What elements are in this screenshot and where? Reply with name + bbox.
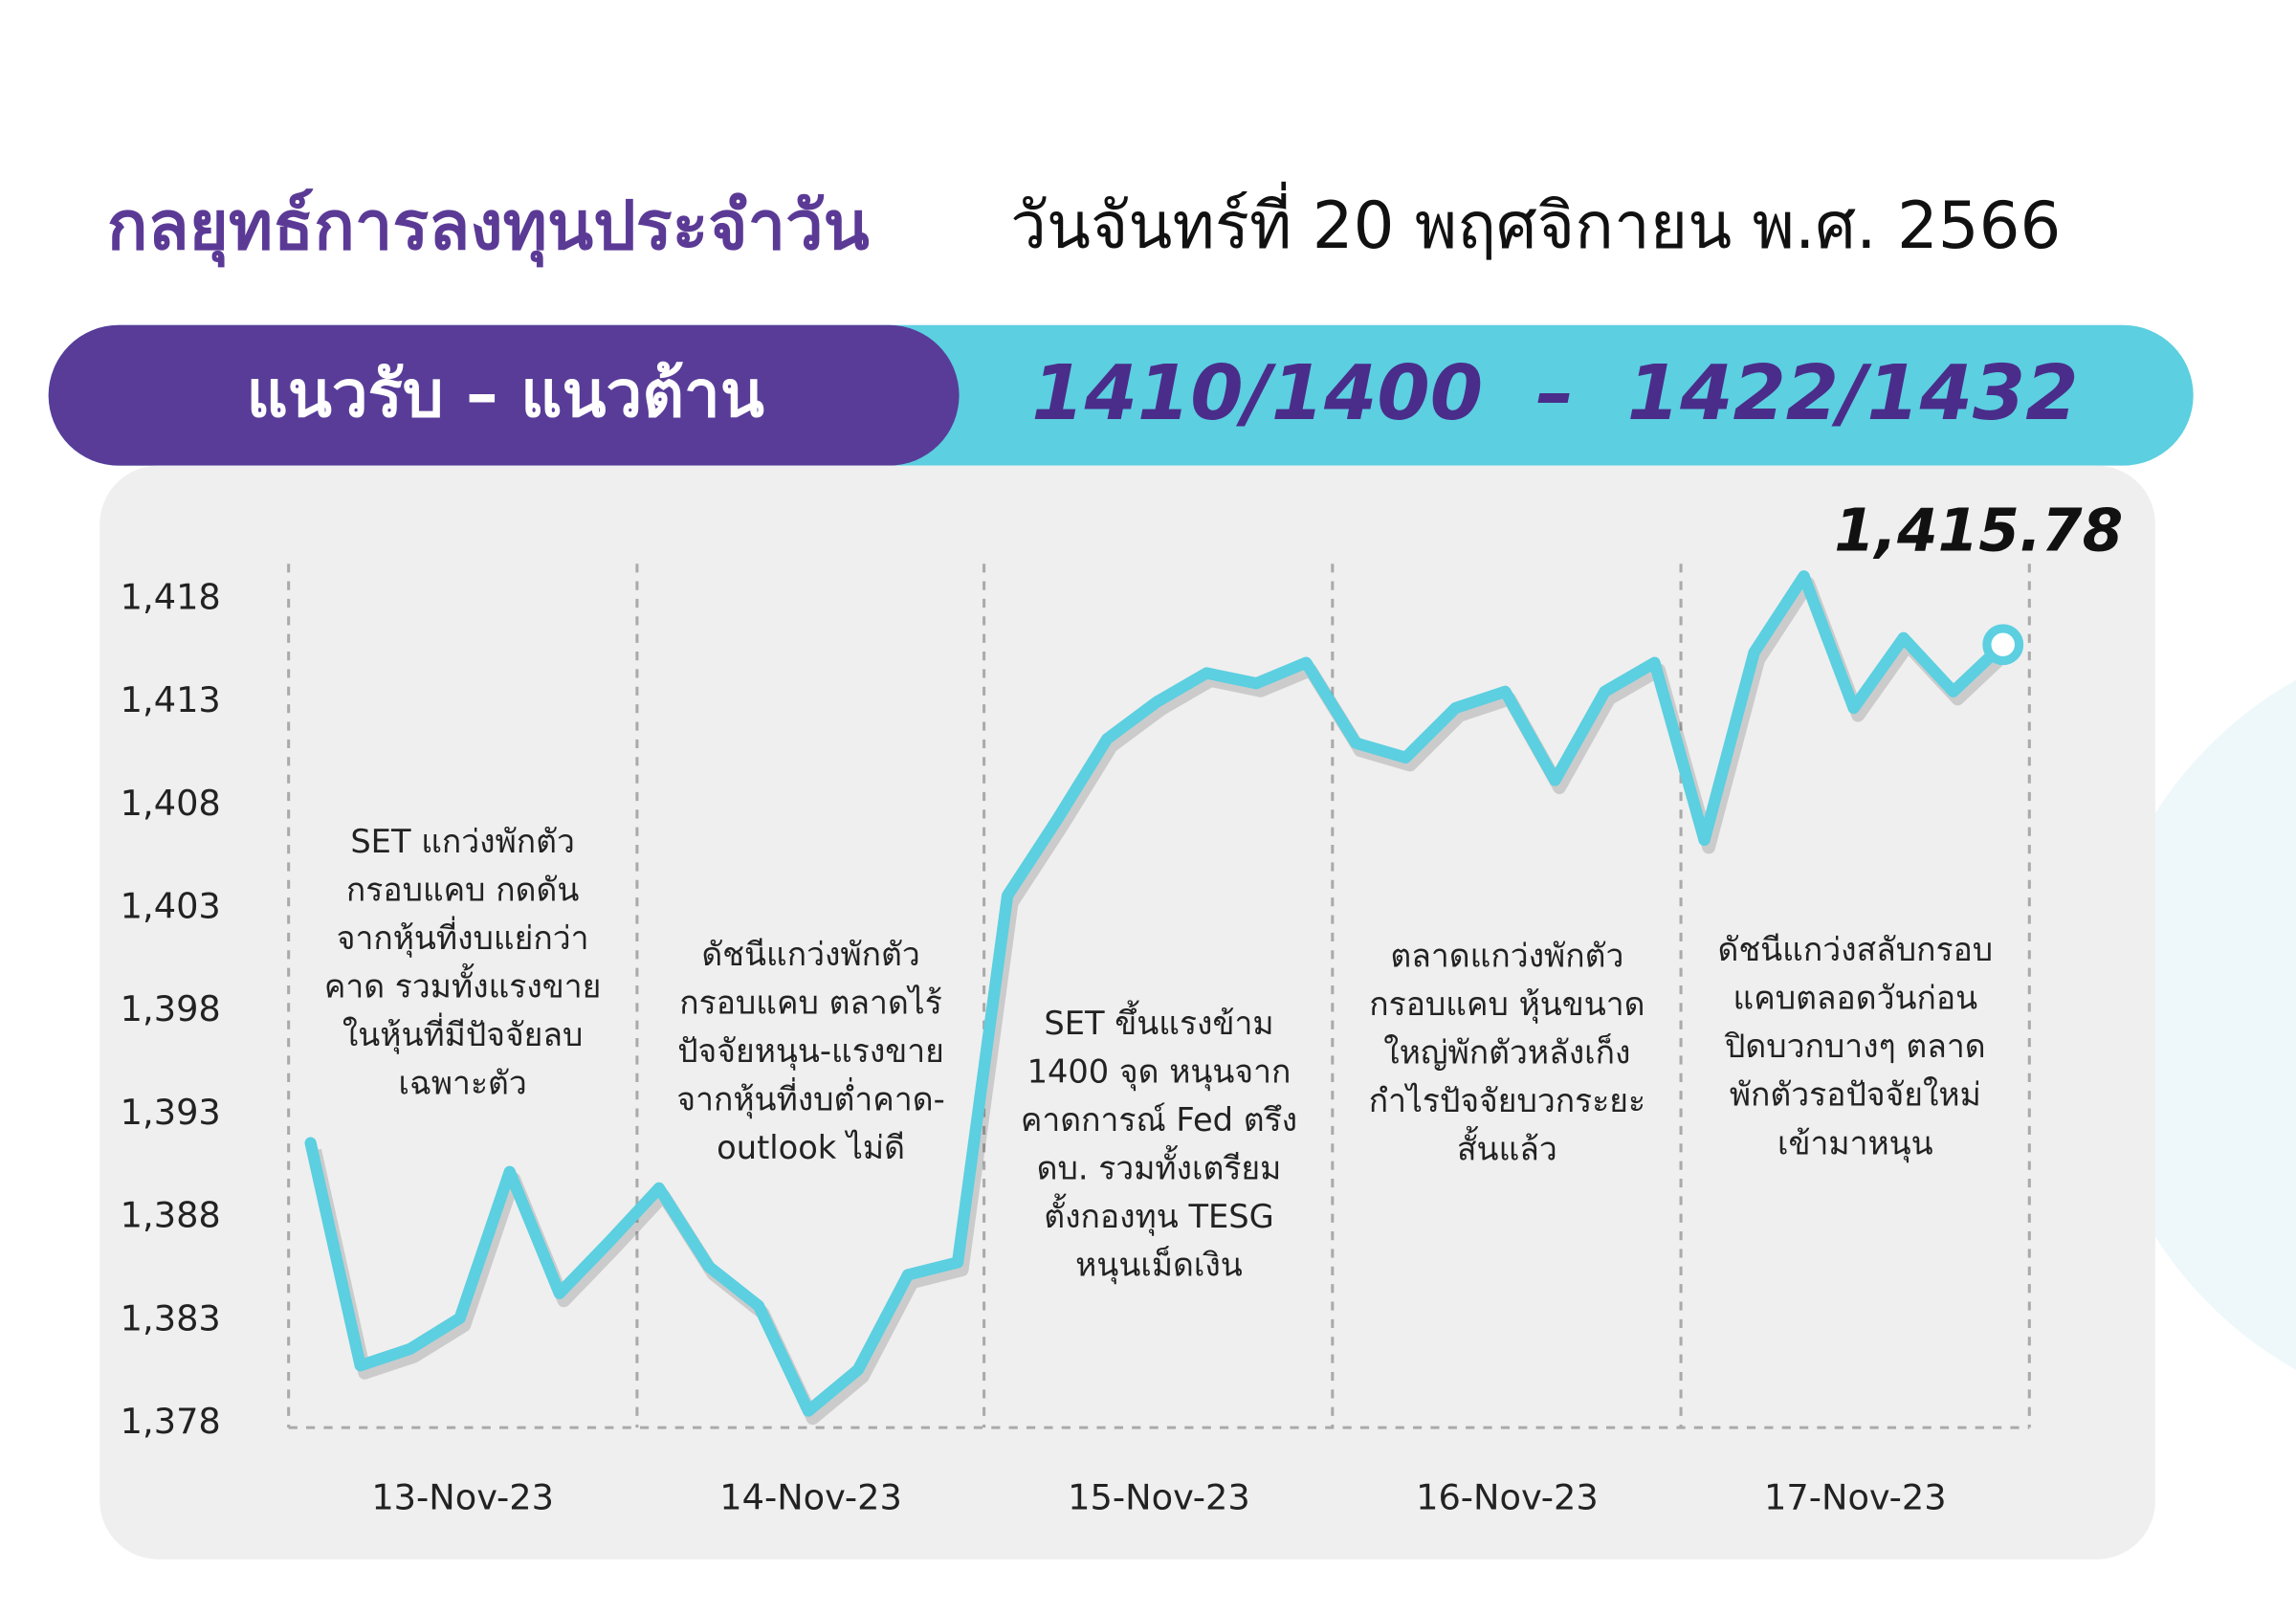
note-line: จากหุ้นที่งบแย่กว่า <box>337 916 589 958</box>
note-line: จากหุ้นที่งบต่ำคาด- <box>676 1076 944 1118</box>
note-line: ปัจจัยหนุน-แรงขาย <box>677 1032 944 1071</box>
y-tick-label: 1,393 <box>121 1092 221 1133</box>
x-tick-label: 17-Nov-23 <box>1764 1477 1947 1518</box>
note-line: ดบ. รวมทั้งเตรียม <box>1037 1144 1282 1186</box>
y-tick-label: 1,413 <box>121 679 221 720</box>
note-line: outlook ไม่ดี <box>717 1129 905 1166</box>
note-line: ปิดบวกบางๆ ตลาด <box>1724 1028 1985 1065</box>
line-shadow <box>308 576 2013 1426</box>
y-tick-label: 1,403 <box>121 886 221 927</box>
date: วันจันทร์ที่ 20 พฤศจิกายน พ.ศ. 2566 <box>1010 181 2061 263</box>
note-line: แคบตลอดวันก่อน <box>1733 980 1978 1017</box>
note-line: SET แกว่งพักตัว <box>350 823 575 860</box>
note-line: 1400 จุด หนุนจาก <box>1027 1052 1292 1091</box>
note-line: คาด รวมทั้งแรงขาย <box>324 963 602 1006</box>
x-tick-label: 13-Nov-23 <box>371 1477 554 1518</box>
last-point <box>1982 624 2024 666</box>
note-line: กรอบแคบ หุ้นขนาด <box>1369 985 1645 1024</box>
note-line: เข้ามาหนุน <box>1777 1124 1933 1162</box>
note-line: กรอบแคบ ตลาดไร้ <box>679 984 942 1021</box>
note-line: ดัชนีแกว่งสลับกรอบ <box>1717 931 1993 968</box>
y-tick-label: 1,398 <box>121 988 221 1029</box>
note-line: ในหุ้นที่มีปัจจัยลบ <box>342 1012 584 1054</box>
title: กลยุทธ์การลงทุนประจำวัน <box>107 187 870 268</box>
y-tick-label: 1,418 <box>121 576 221 617</box>
note-line: ใหญ่พักตัวหลังเก็ง <box>1383 1032 1630 1071</box>
x-tick-label: 16-Nov-23 <box>1416 1477 1599 1518</box>
x-tick-label: 14-Nov-23 <box>719 1477 902 1518</box>
x-tick-label: 15-Nov-23 <box>1068 1477 1250 1518</box>
note-line: กำไรปัจจัยบวกระยะ <box>1369 1082 1645 1119</box>
chart-bg <box>99 465 2155 1560</box>
y-tick-label: 1,378 <box>121 1401 221 1442</box>
note-line: หนุนเม็ดเงิน <box>1075 1245 1243 1284</box>
note-line: ตั้งกองทุน TESG <box>1044 1193 1273 1236</box>
note-line: ดัชนีแกว่งพักตัว <box>701 936 919 973</box>
note-line: ตลาดแกว่งพักตัว <box>1390 937 1623 974</box>
note-line: สั้นแล้ว <box>1457 1125 1557 1167</box>
note-line: พักตัวรอปัจจัยใหม่ <box>1730 1076 1981 1114</box>
y-tick-label: 1,388 <box>121 1195 221 1236</box>
value-label: 1,415.78 <box>1834 498 2123 565</box>
line <box>304 570 2009 1417</box>
band-levels: 1410/1400 – 1422/1432 <box>1031 348 2078 437</box>
note-line: SET ขึ้นแรงข้าม <box>1044 1000 1273 1042</box>
band-label: แนวรับ – แนวต้าน <box>246 357 763 431</box>
y-tick-label: 1,408 <box>121 783 221 824</box>
note-line: เฉพาะตัว <box>398 1065 526 1102</box>
y-tick-label: 1,383 <box>121 1297 221 1338</box>
band-label-bg <box>48 324 960 466</box>
note-line: กรอบแคบ กดดัน <box>346 871 579 908</box>
note-line: คาดการณ์ Fed ตรึง <box>1021 1101 1297 1139</box>
